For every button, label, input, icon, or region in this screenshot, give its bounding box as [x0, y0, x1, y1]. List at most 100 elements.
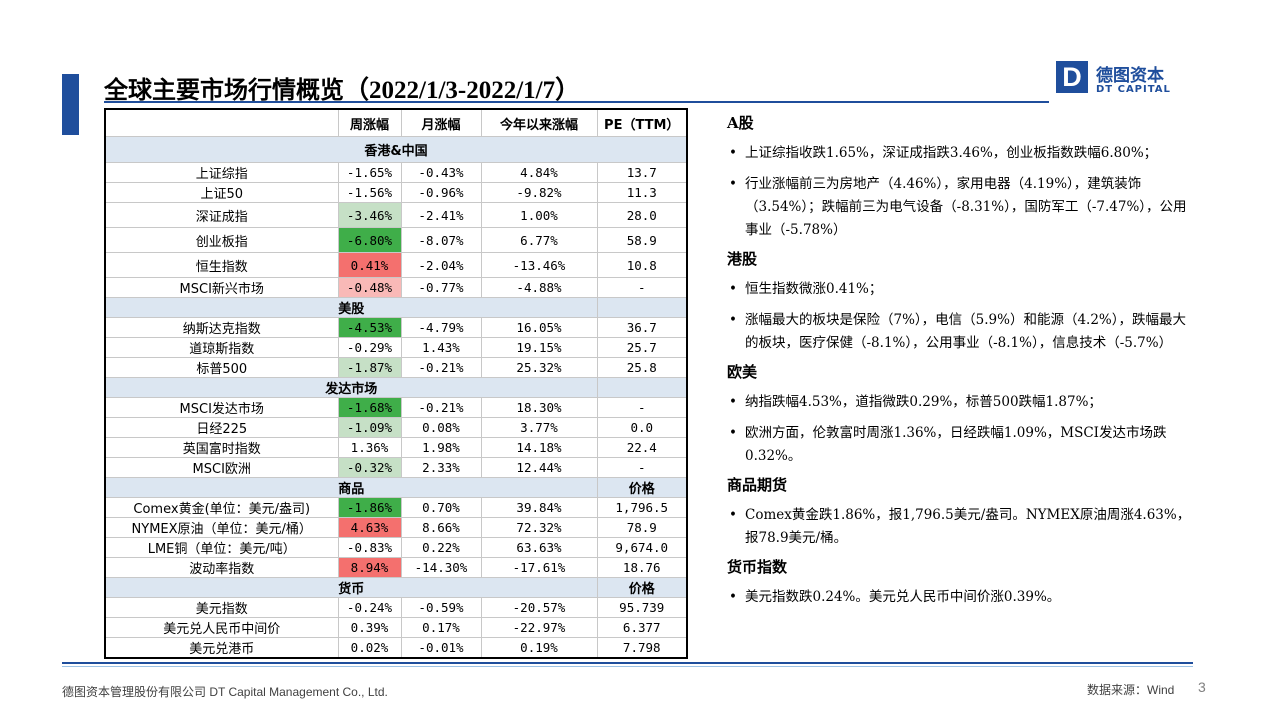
row-value: 13.7 [596, 162, 688, 183]
row-value: 0.0 [596, 417, 688, 438]
group-label: 货币 [104, 577, 598, 598]
table-row: 美元兑人民币中间价 0.39% 0.17% -22.97% 6.377 [104, 617, 688, 638]
row-name: 美元指数 [104, 597, 339, 618]
row-value: 11.3 [596, 182, 688, 203]
row-value: -22.97% [480, 617, 598, 638]
row-value: 22.4 [596, 437, 688, 458]
row-value: -17.61% [480, 557, 598, 578]
row-value: -2.41% [400, 202, 482, 228]
group-label: 美股 [104, 297, 598, 318]
row-value: 0.22% [400, 537, 482, 558]
table-row: 波动率指数 8.94% -14.30% -17.61% 18.76 [104, 557, 688, 578]
row-value: 0.39% [337, 617, 402, 638]
commentary-bullet: • 欧洲方面，伦敦富时周涨1.36%，日经跌幅1.09%，MSCI发达市场跌0.3… [727, 422, 1197, 468]
row-name: MSCI发达市场 [104, 397, 339, 418]
row-value: -20.57% [480, 597, 598, 618]
row-value: 6.377 [596, 617, 688, 638]
row-value: 36.7 [596, 317, 688, 338]
footer-company: 德图资本管理股份有限公司 DT Capital Management Co., … [62, 685, 388, 699]
table-row: LME铜（单位：美元/吨） -0.83% 0.22% 63.63% 9,674.0 [104, 537, 688, 558]
table-row: 恒生指数 0.41% -2.04% -13.46% 10.8 [104, 252, 688, 278]
bullet-text: 上证综指收跌1.65%，深证成指跌3.46%，创业板指数跌幅6.80%； [745, 145, 1158, 161]
row-value: -0.77% [400, 277, 482, 298]
row-value: -1.68% [337, 397, 402, 418]
row-value: 95.739 [596, 597, 688, 618]
row-value: 3.77% [480, 417, 598, 438]
row-name: 波动率指数 [104, 557, 339, 578]
group-extra-label: 价格 [596, 477, 688, 498]
column-header: PE（TTM） [596, 108, 688, 137]
table-row: 深证成指 -3.46% -2.41% 1.00% 28.0 [104, 202, 688, 228]
column-header [104, 108, 339, 137]
row-value: 1.00% [480, 202, 598, 228]
commentary-heading: 商品期货 [727, 476, 788, 494]
table-row: 上证50 -1.56% -0.96% -9.82% 11.3 [104, 182, 688, 203]
row-value: 1.98% [400, 437, 482, 458]
bullet-dot-icon: • [729, 425, 737, 441]
bullet-text: 欧洲方面，伦敦富时周涨1.36%，日经跌幅1.09%，MSCI发达市场跌0.32… [745, 425, 1167, 464]
footer-rule-light [62, 666, 1193, 667]
row-value: 1.36% [337, 437, 402, 458]
row-value: 28.0 [596, 202, 688, 228]
bullet-dot-icon: • [729, 589, 737, 605]
row-value: 1.43% [400, 337, 482, 358]
bullet-text: 涨幅最大的板块是保险（7%），电信（5.9%）和能源（4.2%），跌幅最大的板块… [745, 312, 1187, 351]
bullet-text: 恒生指数微涨0.41%； [745, 281, 883, 297]
row-value: 18.76 [596, 557, 688, 578]
logo-en-name: DT CAPITAL [1096, 84, 1171, 95]
row-value: -9.82% [480, 182, 598, 203]
row-value: -3.46% [337, 202, 402, 228]
row-name: 创业板指 [104, 227, 339, 253]
group-row: 货币 价格 [104, 577, 688, 598]
table-row: MSCI欧洲 -0.32% 2.33% 12.44% - [104, 457, 688, 478]
group-row: 商品 价格 [104, 477, 688, 498]
row-value: -0.83% [337, 537, 402, 558]
bullet-text: 行业涨幅前三为房地产（4.46%），家用电器（4.19%），建筑装饰（3.54%… [745, 176, 1187, 238]
row-value: -0.21% [400, 397, 482, 418]
bullet-text: Comex黄金跌1.86%，报1,796.5美元/盎司。NYMEX原油周涨4.6… [745, 507, 1191, 546]
table-row: NYMEX原油（单位：美元/桶） 4.63% 8.66% 72.32% 78.9 [104, 517, 688, 538]
group-label: 商品 [104, 477, 598, 498]
table-row: 创业板指 -6.80% -8.07% 6.77% 58.9 [104, 227, 688, 253]
commentary-bullet: • 涨幅最大的板块是保险（7%），电信（5.9%）和能源（4.2%），跌幅最大的板… [727, 309, 1197, 355]
group-row: 美股 [104, 297, 688, 318]
row-value: 9,674.0 [596, 537, 688, 558]
row-value: 63.63% [480, 537, 598, 558]
row-value: 18.30% [480, 397, 598, 418]
section-row: 香港&中国 [104, 136, 688, 163]
row-value: 4.84% [480, 162, 598, 183]
page-title-text: 全球主要市场行情概览 [104, 76, 344, 104]
row-value: 10.8 [596, 252, 688, 278]
row-value: 14.18% [480, 437, 598, 458]
company-logo: D 德图资本 DT CAPITAL [1056, 60, 1186, 100]
commentary-bullet: • 恒生指数微涨0.41%； [727, 278, 1197, 301]
title-accent-bar [62, 74, 79, 135]
market-table: 周涨幅 月涨幅 今年以来涨幅 PE（TTM） 香港&中国 上证综指 -1.65% -0.43%… [104, 108, 688, 659]
row-value: 4.63% [337, 517, 402, 538]
row-value: -1.87% [337, 357, 402, 378]
page-number: 3 [1198, 679, 1206, 695]
bullet-text: 纳指跌幅4.53%，道指微跌0.29%，标普500跌幅1.87%； [745, 394, 1102, 410]
section-label: 香港&中国 [104, 136, 688, 163]
page-title: 全球主要市场行情概览（2022/1/3-2022/1/7） [104, 70, 580, 106]
row-name: Comex黄金(单位：美元/盎司) [104, 497, 339, 518]
group-label: 发达市场 [104, 377, 598, 398]
row-value: -13.46% [480, 252, 598, 278]
row-name: 纳斯达克指数 [104, 317, 339, 338]
row-value: -4.79% [400, 317, 482, 338]
market-table-body: 周涨幅 月涨幅 今年以来涨幅 PE（TTM） 香港&中国 上证综指 -1.65% -0.43%… [104, 108, 688, 659]
row-value: 25.32% [480, 357, 598, 378]
footer-source: 数据来源：Wind [1087, 683, 1175, 697]
table-row: 道琼斯指数 -0.29% 1.43% 19.15% 25.7 [104, 337, 688, 358]
row-value: 0.41% [337, 252, 402, 278]
row-value: 25.7 [596, 337, 688, 358]
table-header-row: 周涨幅 月涨幅 今年以来涨幅 PE（TTM） [104, 108, 688, 137]
commentary-bullet: • 纳指跌幅4.53%，道指微跌0.29%，标普500跌幅1.87%； [727, 391, 1197, 414]
bullet-dot-icon: • [729, 281, 737, 297]
row-value: 39.84% [480, 497, 598, 518]
row-value: -0.96% [400, 182, 482, 203]
row-value: 72.32% [480, 517, 598, 538]
row-value: 25.8 [596, 357, 688, 378]
row-name: 恒生指数 [104, 252, 339, 278]
table-row: 美元兑港币 0.02% -0.01% 0.19% 7.798 [104, 637, 688, 659]
